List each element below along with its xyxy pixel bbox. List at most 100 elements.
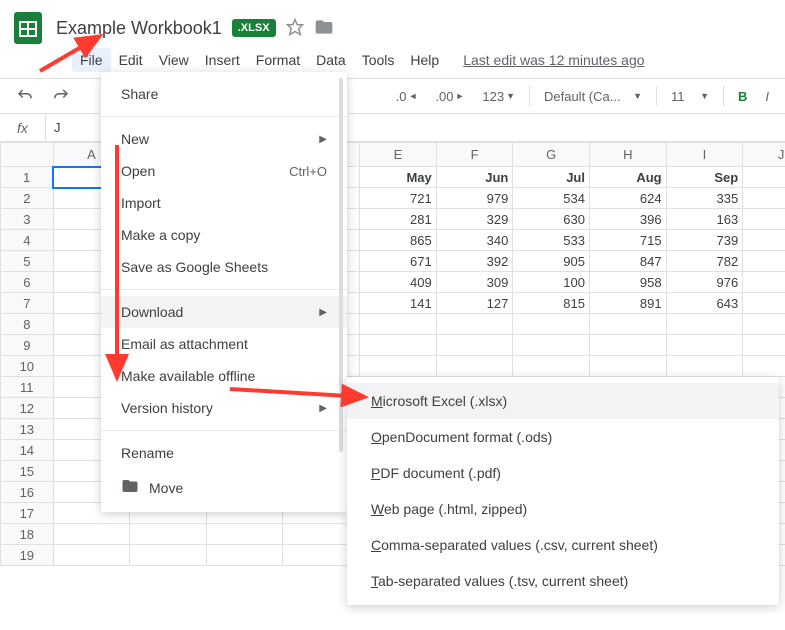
cell[interactable]: 958 <box>589 272 666 293</box>
row-header[interactable]: 19 <box>1 545 54 566</box>
undo-button[interactable] <box>10 83 40 109</box>
cell[interactable]: Aug <box>589 167 666 188</box>
doc-title[interactable]: Example Workbook1 <box>56 18 222 39</box>
cell[interactable]: 392 <box>436 251 513 272</box>
cell[interactable]: 409 <box>360 272 437 293</box>
cell[interactable] <box>206 524 283 545</box>
cell[interactable]: 782 <box>666 251 743 272</box>
cell[interactable]: Jul <box>513 167 590 188</box>
download-csv[interactable]: Comma-separated values (.csv, current sh… <box>347 527 779 563</box>
col-header[interactable]: F <box>436 143 513 167</box>
row-header[interactable]: 5 <box>1 251 54 272</box>
sheets-logo[interactable] <box>8 8 48 48</box>
cell[interactable] <box>589 314 666 335</box>
cell[interactable] <box>513 314 590 335</box>
cell[interactable] <box>360 335 437 356</box>
cell[interactable] <box>53 545 130 566</box>
row-header[interactable]: 16 <box>1 482 54 503</box>
cell[interactable]: Jun <box>436 167 513 188</box>
menu-version-history[interactable]: Version history▶ <box>101 392 347 424</box>
row-header[interactable]: 7 <box>1 293 54 314</box>
cell[interactable]: 281 <box>360 209 437 230</box>
bold-button[interactable]: B <box>732 85 753 108</box>
more-formats-button[interactable]: 123▼ <box>476 85 521 108</box>
cell[interactable]: 979 <box>436 188 513 209</box>
cell[interactable]: 127 <box>436 293 513 314</box>
row-header[interactable]: 2 <box>1 188 54 209</box>
menu-save-as-gs[interactable]: Save as Google Sheets <box>101 251 347 283</box>
menu-email-attachment[interactable]: Email as attachment <box>101 328 347 360</box>
cell[interactable]: May <box>360 167 437 188</box>
cell[interactable] <box>743 335 785 356</box>
cell[interactable]: 891 <box>589 293 666 314</box>
row-header[interactable]: 12 <box>1 398 54 419</box>
cell[interactable]: 815 <box>513 293 590 314</box>
menu-make-copy[interactable]: Make a copy <box>101 219 347 251</box>
row-header[interactable]: 6 <box>1 272 54 293</box>
increase-decimal-button[interactable]: .00► <box>429 85 470 108</box>
cell[interactable]: 335 <box>666 188 743 209</box>
cell[interactable] <box>589 356 666 377</box>
row-header[interactable]: 18 <box>1 524 54 545</box>
cell[interactable] <box>743 209 785 230</box>
cell[interactable] <box>206 545 283 566</box>
cell[interactable] <box>130 524 207 545</box>
menu-share[interactable]: Share <box>101 78 347 110</box>
cell[interactable] <box>743 251 785 272</box>
menu-data[interactable]: Data <box>308 48 354 72</box>
col-header[interactable]: J <box>743 143 785 167</box>
cell[interactable] <box>53 524 130 545</box>
cell[interactable]: 739 <box>666 230 743 251</box>
menu-file[interactable]: File <box>72 48 111 72</box>
cell[interactable]: 905 <box>513 251 590 272</box>
row-header[interactable]: 13 <box>1 419 54 440</box>
row-header[interactable]: 3 <box>1 209 54 230</box>
move-to-folder-icon[interactable] <box>314 17 334 40</box>
cell[interactable] <box>360 314 437 335</box>
download-tsv[interactable]: Tab-separated values (.tsv, current shee… <box>347 563 779 599</box>
download-pdf[interactable]: PDF document (.pdf) <box>347 455 779 491</box>
cell[interactable] <box>743 230 785 251</box>
row-header[interactable]: 8 <box>1 314 54 335</box>
cell[interactable] <box>360 356 437 377</box>
menu-tools[interactable]: Tools <box>354 48 403 72</box>
decrease-decimal-button[interactable]: .0◄ <box>390 85 424 108</box>
row-header[interactable]: 9 <box>1 335 54 356</box>
cell[interactable] <box>589 335 666 356</box>
cell[interactable] <box>666 356 743 377</box>
redo-button[interactable] <box>46 83 76 109</box>
cell[interactable]: 976 <box>666 272 743 293</box>
row-header[interactable]: 15 <box>1 461 54 482</box>
font-select[interactable]: Default (Ca...▼ <box>538 85 648 108</box>
cell[interactable]: 533 <box>513 230 590 251</box>
last-edit-link[interactable]: Last edit was 12 minutes ago <box>463 52 644 68</box>
menu-import[interactable]: Import <box>101 187 347 219</box>
menu-view[interactable]: View <box>151 48 197 72</box>
menu-format[interactable]: Format <box>248 48 308 72</box>
cell[interactable] <box>666 314 743 335</box>
cell[interactable] <box>743 293 785 314</box>
download-xlsx[interactable]: Microsoft Excel (.xlsx) <box>347 383 779 419</box>
row-header[interactable]: 14 <box>1 440 54 461</box>
star-icon[interactable] <box>286 18 304 39</box>
menu-move[interactable]: Move <box>101 469 347 506</box>
row-header[interactable]: 11 <box>1 377 54 398</box>
col-header[interactable]: I <box>666 143 743 167</box>
download-web[interactable]: Web page (.html, zipped) <box>347 491 779 527</box>
cell[interactable] <box>743 188 785 209</box>
row-header[interactable]: 1 <box>1 167 54 188</box>
menu-rename[interactable]: Rename <box>101 437 347 469</box>
cell[interactable] <box>436 314 513 335</box>
italic-button[interactable]: I <box>759 85 775 108</box>
cell[interactable] <box>743 314 785 335</box>
cell[interactable] <box>743 272 785 293</box>
cell[interactable]: 671 <box>360 251 437 272</box>
cell[interactable]: 309 <box>436 272 513 293</box>
col-header[interactable]: E <box>360 143 437 167</box>
row-header[interactable]: 4 <box>1 230 54 251</box>
download-ods[interactable]: OpenDocument format (.ods) <box>347 419 779 455</box>
cell[interactable]: 163 <box>666 209 743 230</box>
cell[interactable]: 141 <box>360 293 437 314</box>
cell[interactable]: 865 <box>360 230 437 251</box>
menu-edit[interactable]: Edit <box>111 48 151 72</box>
